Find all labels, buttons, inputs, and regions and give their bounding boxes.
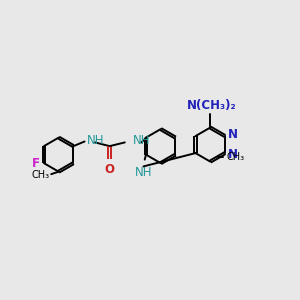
Text: NH: NH (86, 134, 104, 147)
Text: CH₃: CH₃ (226, 152, 244, 162)
Text: N: N (228, 148, 238, 161)
Text: O: O (105, 163, 115, 176)
Text: NH: NH (133, 134, 150, 147)
Text: NH: NH (135, 167, 152, 179)
Text: N(CH₃)₂: N(CH₃)₂ (187, 99, 237, 112)
Text: N: N (228, 128, 238, 141)
Text: CH₃: CH₃ (32, 170, 50, 180)
Text: F: F (32, 157, 40, 170)
